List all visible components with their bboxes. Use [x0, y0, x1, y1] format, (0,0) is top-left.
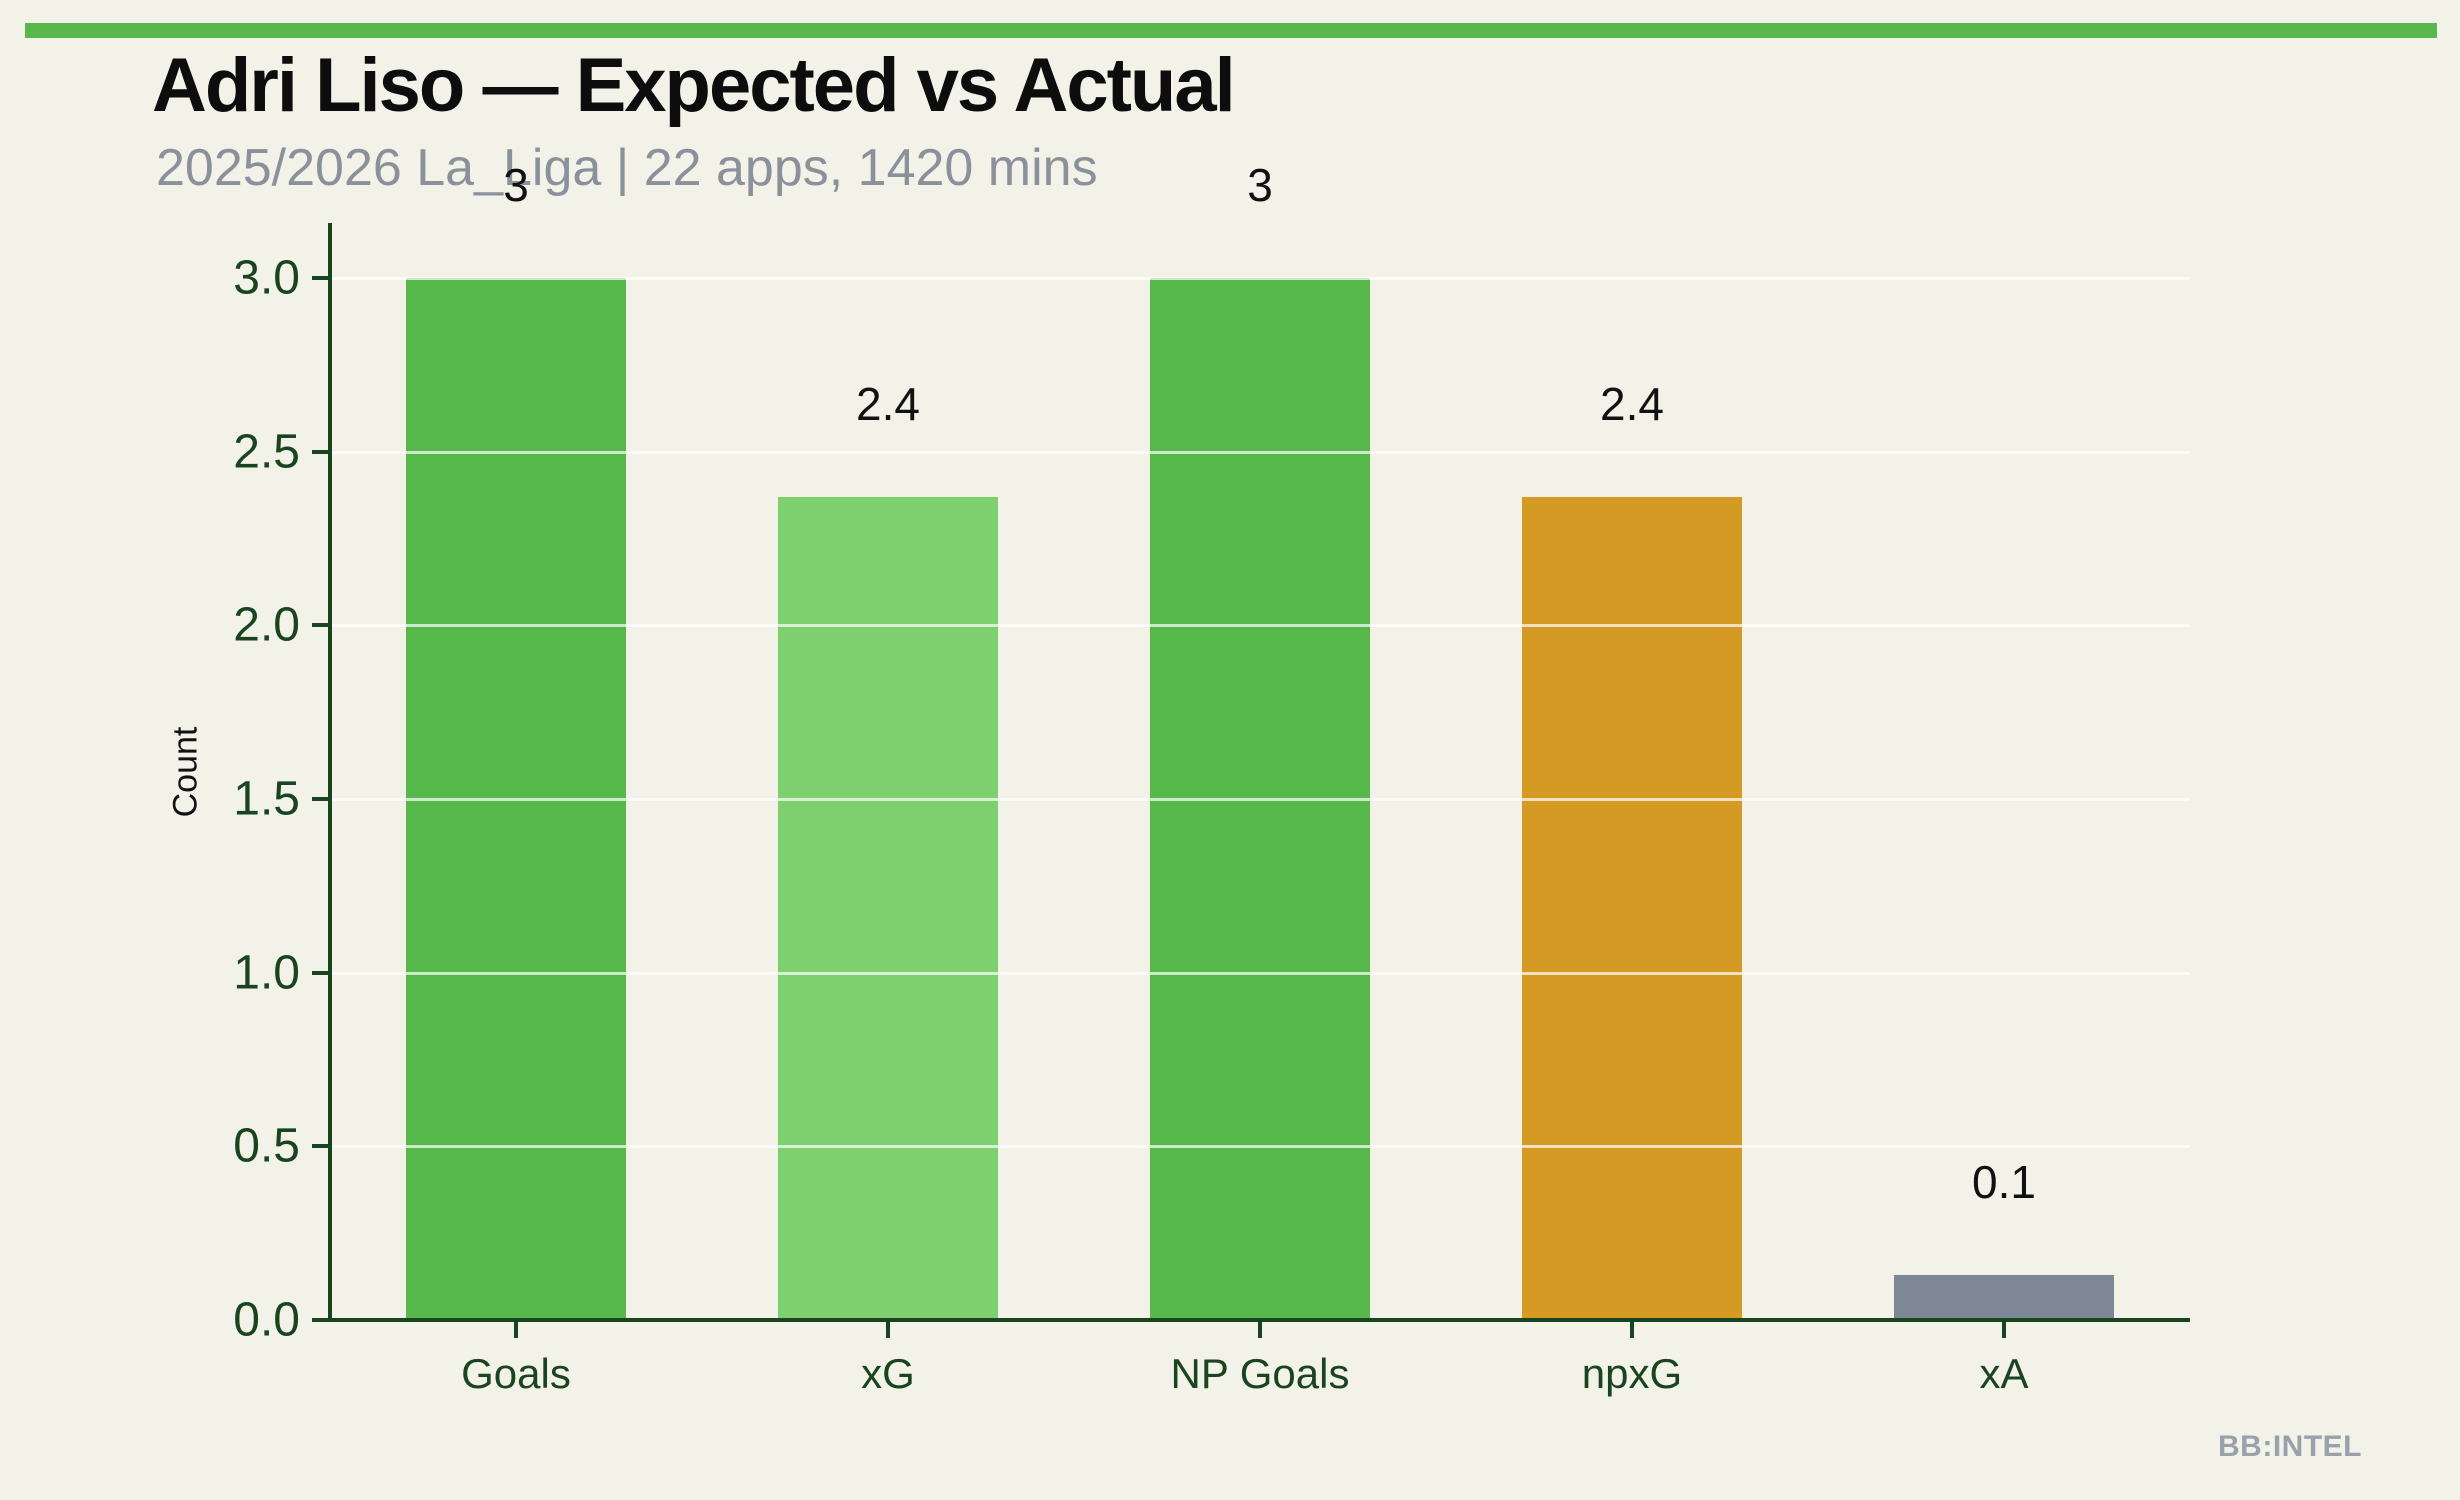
watermark-logo: BB:INTEL: [2218, 1430, 2362, 1463]
y-tick-label-1.5: 1.5: [233, 772, 300, 826]
x-tick-np-goals: [1258, 1322, 1262, 1338]
y-tick-label-0.5: 0.5: [233, 1119, 300, 1173]
y-axis-line: [328, 223, 332, 1322]
y-tick-2.5: [312, 449, 330, 454]
gridline-y-0.5: [330, 1145, 2190, 1149]
top-accent-banner: [25, 23, 2437, 38]
bar-value-label-npxg: 2.4: [1600, 377, 1664, 430]
bar-value-label-xg: 2.4: [856, 377, 920, 430]
gridline-y-1.5: [330, 798, 2190, 801]
y-tick-label-1.0: 1.0: [233, 946, 300, 1000]
chart-title: Adri Liso — Expected vs Actual: [152, 43, 1236, 128]
x-tick-label-goals: Goals: [461, 1350, 571, 1397]
y-tick-label-2.0: 2.0: [233, 598, 300, 652]
y-tick-0.5: [312, 1144, 330, 1149]
x-tick-xa: [2002, 1322, 2006, 1338]
bar-xa: [1894, 1274, 2114, 1320]
y-tick-1.0: [312, 970, 330, 975]
gridline-y-2.5: [330, 450, 2190, 454]
chart-subtitle: 2025/2026 La_Liga | 22 apps, 1420 mins: [156, 139, 1098, 197]
gridline-y-2: [330, 624, 2190, 628]
bar-value-label-np-goals: 3: [1247, 159, 1273, 211]
x-tick-label-npxg: npxG: [1581, 1350, 1683, 1397]
x-tick-label-xg: xG: [861, 1350, 915, 1397]
x-tick-npxg: [1630, 1322, 1634, 1338]
gridline-y-1: [330, 971, 2190, 975]
x-axis-line: [328, 1318, 2190, 1322]
x-tick-label-np-goals: NP Goals: [1170, 1350, 1350, 1397]
y-tick-3.0: [312, 276, 330, 280]
x-tick-label-xa: xA: [1979, 1350, 2029, 1397]
y-tick-label-2.5: 2.5: [233, 425, 300, 479]
y-tick-0.0: [312, 1318, 330, 1322]
y-tick-label-0.0: 0.0: [233, 1293, 300, 1347]
bar-npxg: [1522, 496, 1742, 1320]
x-tick-goals: [514, 1322, 518, 1338]
y-tick-2.0: [312, 623, 330, 628]
bar-value-label-goals: 3: [503, 159, 529, 211]
y-tick-1.5: [312, 797, 330, 801]
gridline-y-3: [330, 277, 2190, 280]
x-tick-xg: [886, 1322, 890, 1338]
bar-value-label-xa: 0.1: [1972, 1155, 2036, 1208]
bar-xg: [778, 496, 998, 1320]
y-tick-label-3.0: 3.0: [233, 251, 300, 305]
